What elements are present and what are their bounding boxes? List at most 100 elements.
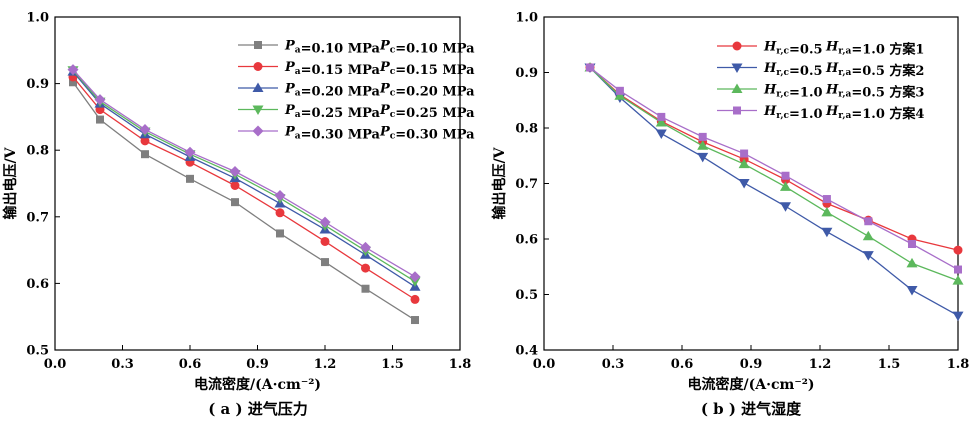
legend-label: Hr,c=1.0 bbox=[763, 104, 823, 122]
chart-caption: ( b ) 进气湿度 bbox=[701, 400, 802, 418]
data-point bbox=[614, 90, 626, 100]
legend-label-part: =0.25 MPa bbox=[301, 106, 381, 121]
data-point bbox=[906, 257, 918, 268]
legend-marker bbox=[731, 63, 743, 73]
x-tick-label: 0.6 bbox=[179, 357, 202, 372]
y-tick-label: 0.7 bbox=[515, 177, 538, 192]
legend-label-part: =0.20 MPa bbox=[395, 85, 475, 100]
legend-label-part: r,a bbox=[838, 68, 851, 78]
legend-label-second: Hr,a=1.0 方案4 bbox=[825, 104, 924, 122]
legend-label-part: P bbox=[284, 39, 296, 54]
legend-item: Pa=0.15 MPa Pc=0.15 MPa bbox=[238, 60, 475, 78]
legend-label-part: =1.0 bbox=[851, 107, 885, 122]
legend-label-part: =0.15 MPa bbox=[301, 63, 381, 78]
data-point bbox=[276, 229, 284, 238]
y-axis-title: 输出电压/V bbox=[2, 146, 19, 219]
legend-label-part: 方案2 bbox=[885, 63, 925, 79]
legend-label-part: =0.25 MPa bbox=[395, 106, 475, 121]
legend-label-part: c bbox=[390, 132, 396, 142]
legend-item: Hr,c=0.5 Hr,a=1.0 方案1 bbox=[717, 40, 924, 58]
data-point bbox=[780, 181, 791, 191]
data-point bbox=[186, 174, 194, 183]
x-tick-label: 0.3 bbox=[111, 357, 134, 372]
data-point bbox=[275, 208, 285, 218]
legend-label-part: =1.0 bbox=[789, 86, 823, 101]
legend-label-part: P bbox=[379, 125, 391, 140]
y-tick-label: 0.9 bbox=[26, 77, 49, 92]
legend-label-second: Pc=0.15 MPa bbox=[379, 60, 475, 78]
x-axis-title: 电流密度/(A·cm⁻²) bbox=[194, 376, 321, 393]
series-line bbox=[589, 67, 959, 317]
chart-a: 0.0 0.3 0.6 0.9 1.2 1.5 1.8 0.5 0.6 0.7 0.8 0.9 1.0 电… bbox=[2, 11, 475, 419]
x-tick-label: 1.2 bbox=[314, 357, 337, 372]
data-point bbox=[697, 152, 709, 163]
data-point bbox=[360, 241, 371, 253]
legend-label-second: Hr,a=0.5 方案3 bbox=[825, 83, 924, 101]
legend-label-second: Hr,a=1.0 方案1 bbox=[825, 40, 924, 58]
x-tick-label: 1.2 bbox=[809, 357, 832, 372]
legend-label-part: a bbox=[295, 110, 301, 120]
legend-item: Pa=0.25 MPa Pc=0.25 MPa bbox=[238, 103, 475, 121]
legend-label-part: c bbox=[390, 110, 396, 120]
series-1 bbox=[69, 78, 419, 325]
data-point bbox=[67, 64, 79, 76]
legend-label-part: H bbox=[825, 40, 839, 55]
legend-label-part: 方案4 bbox=[885, 106, 925, 122]
legend-marker bbox=[252, 125, 264, 137]
series-4 bbox=[586, 63, 962, 274]
legend-label: Pa=0.25 MPa bbox=[284, 103, 381, 121]
series-line bbox=[589, 67, 959, 251]
data-point bbox=[274, 189, 286, 201]
data-point bbox=[411, 316, 419, 325]
data-point bbox=[184, 146, 196, 158]
legend-label-part: P bbox=[379, 103, 391, 118]
data-point bbox=[231, 198, 239, 207]
data-point bbox=[697, 140, 709, 150]
chart-b: 0.0 0.3 0.6 0.9 1.2 1.5 1.8 0.4 0.5 0.6 0.7 0.8 0.9 1… bbox=[491, 11, 969, 419]
y-tick-label: 0.8 bbox=[515, 122, 538, 137]
legend-label-part: r,c bbox=[776, 90, 789, 100]
data-point bbox=[738, 158, 750, 169]
y-tick-label: 1.0 bbox=[515, 11, 538, 26]
legend-label: Pa=0.10 MPa bbox=[284, 39, 381, 57]
data-point bbox=[740, 149, 749, 158]
y-tick-label: 0.8 bbox=[26, 144, 49, 159]
x-tick-label: 0.0 bbox=[44, 357, 67, 372]
y-tick-label: 0.5 bbox=[26, 344, 49, 359]
legend-label-part: P bbox=[284, 82, 296, 97]
data-point bbox=[780, 202, 791, 212]
data-point bbox=[781, 171, 790, 180]
series-line bbox=[589, 67, 959, 282]
y-tick-label: 0.4 bbox=[515, 344, 538, 359]
legend-label-part: P bbox=[284, 125, 296, 140]
data-point bbox=[69, 78, 77, 87]
legend-marker bbox=[733, 106, 741, 115]
legend-label-part: r,c bbox=[776, 111, 789, 121]
legend-label-second: Pc=0.10 MPa bbox=[379, 39, 475, 57]
legend-label: Hr,c=0.5 bbox=[763, 61, 823, 79]
legend-label-part: H bbox=[763, 104, 777, 119]
legend-label-part: r,a bbox=[838, 47, 851, 57]
legend-marker bbox=[731, 83, 743, 93]
legend-label-part: r,c bbox=[776, 68, 789, 78]
data-point bbox=[410, 294, 420, 304]
data-point bbox=[320, 236, 330, 246]
data-point bbox=[906, 286, 918, 296]
legend-label-part: H bbox=[825, 61, 839, 76]
data-point bbox=[96, 115, 104, 124]
legend-marker bbox=[252, 82, 264, 92]
legend-label-second: Pc=0.20 MPa bbox=[379, 82, 475, 100]
y-tick-label: 1.0 bbox=[26, 11, 49, 26]
legend-item: Hr,c=0.5 Hr,a=0.5 方案2 bbox=[717, 61, 924, 79]
legend-label-part: =1.0 bbox=[789, 107, 823, 122]
data-point bbox=[953, 245, 963, 255]
legend-label-part: c bbox=[390, 67, 396, 77]
data-point bbox=[319, 216, 331, 228]
legend-marker bbox=[732, 41, 742, 51]
data-point bbox=[862, 230, 874, 241]
legend-label-part: a bbox=[295, 46, 301, 56]
data-point bbox=[586, 63, 594, 72]
data-point bbox=[361, 284, 370, 293]
legend-label-second: Pc=0.30 MPa bbox=[379, 125, 475, 143]
